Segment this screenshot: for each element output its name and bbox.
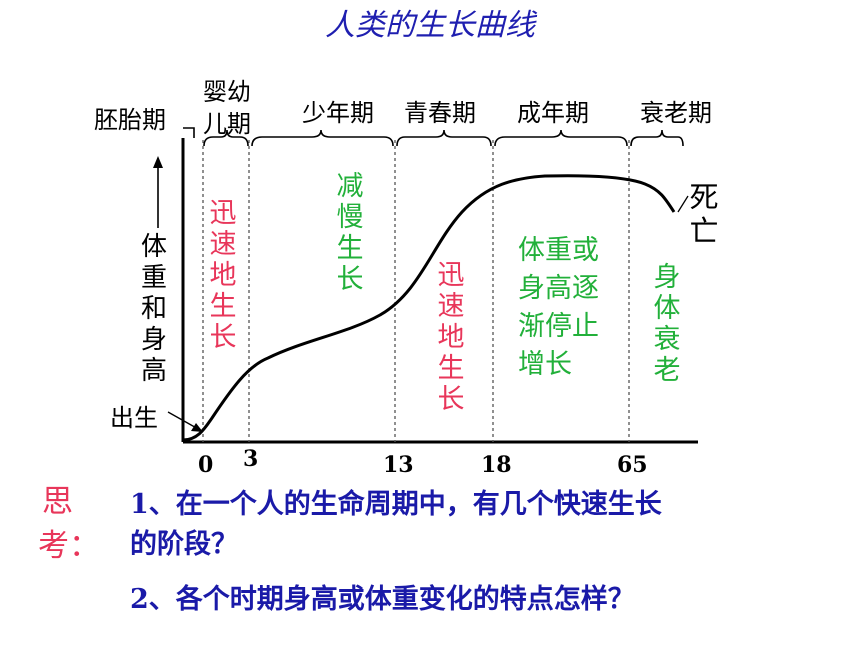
think-label-line1: 思 (42, 484, 73, 520)
question-2: 2、各个时期身高或体重变化的特点怎样？ (130, 584, 635, 615)
birth-pointer-head (191, 423, 203, 432)
brace-juvenile (251, 129, 394, 147)
brace-puberty (396, 129, 492, 147)
note-growth-stops-line: 身高逐 (518, 273, 599, 304)
note-slow-growth: 减慢生长 (336, 171, 364, 295)
question-1-line1: 1、在一个人的生命周期中，有几个快速生长 (130, 489, 662, 520)
note-growth-stops: 体重或 身高逐 渐停止 增长 (518, 232, 599, 384)
note-growth-stops-line: 渐停止 (518, 311, 599, 342)
phase-adult: 成年期 (517, 99, 589, 127)
phase-senescence: 衰老期 (640, 99, 712, 127)
phase-infant-line2: 儿期 (203, 110, 251, 138)
phase-puberty: 青春期 (404, 99, 476, 127)
death-label: 死亡 (689, 180, 719, 248)
note-rapid-growth-2: 迅速地生长 (437, 260, 465, 415)
question-1-line2: 的阶段？ (130, 529, 238, 560)
tick-3: 3 (243, 446, 259, 472)
think-label-line2: 考： (38, 528, 100, 564)
tick-0: 0 (198, 452, 214, 478)
y-label-arrowhead (153, 156, 163, 168)
tick-65: 65 (617, 452, 648, 478)
y-axis-label: 体重和身高 (140, 232, 167, 386)
brace-infant (203, 129, 249, 147)
note-growth-stops-line: 增长 (518, 349, 572, 380)
phase-embryo: 胚胎期 (94, 106, 166, 134)
note-body-decline: 身体衰老 (653, 262, 681, 386)
note-growth-stops-line: 体重或 (518, 235, 599, 266)
brace-embryo (183, 127, 195, 138)
birth-label: 出生 (110, 404, 158, 432)
note-rapid-growth-1: 迅速地生长 (209, 198, 237, 353)
death-pointer (677, 195, 689, 213)
phase-infant-line1: 婴幼 (203, 78, 251, 106)
tick-13: 13 (383, 452, 414, 478)
page-title: 人类的生长曲线 (325, 8, 535, 43)
growth-curve (182, 174, 676, 442)
brace-adult (494, 129, 628, 147)
tick-18: 18 (481, 452, 512, 478)
brace-senescence (630, 129, 684, 147)
phase-juvenile: 少年期 (302, 99, 374, 127)
